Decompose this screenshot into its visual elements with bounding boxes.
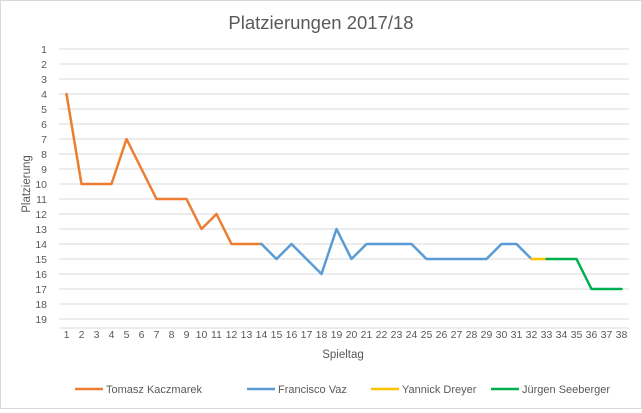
y-tick-label: 6 (41, 119, 47, 131)
x-tick-label: 16 (286, 329, 298, 341)
series-line-1 (65, 92, 263, 246)
y-tick-label: 14 (35, 239, 47, 251)
x-tick-label: 4 (109, 329, 115, 341)
x-tick-label: 21 (361, 329, 373, 341)
x-tick-label: 36 (586, 329, 598, 341)
x-tick-label: 13 (241, 329, 253, 341)
y-tick-label: 5 (41, 104, 47, 116)
gridlines (59, 48, 629, 329)
x-tick-label: 34 (556, 329, 568, 341)
y-tick-label: 19 (35, 314, 47, 326)
x-tick-label: 5 (124, 329, 130, 341)
x-tick-label: 24 (406, 329, 418, 341)
x-tick-label: 6 (139, 329, 145, 341)
y-tick-label: 3 (41, 74, 47, 86)
y-tick-label: 2 (41, 59, 47, 71)
y-axis-label: Platzierung (21, 155, 33, 213)
legend-entry: Francisco Vaz (278, 384, 347, 396)
y-tick-label: 7 (41, 134, 47, 146)
y-tick-label: 15 (35, 254, 47, 266)
x-tick-label: 3 (94, 329, 100, 341)
x-tick-label: 30 (496, 329, 508, 341)
y-tick-label: 9 (41, 164, 47, 176)
x-tick-label: 33 (541, 329, 553, 341)
legend-entry: Tomasz Kaczmarek (106, 384, 202, 396)
x-tick-label: 19 (331, 329, 343, 341)
x-tick-label: 27 (451, 329, 463, 341)
y-tick-label: 13 (35, 224, 47, 236)
legend-entry: Yannick Dreyer (402, 384, 477, 396)
x-tick-label: 7 (154, 329, 160, 341)
x-tick-label: 9 (184, 329, 190, 341)
x-tick-label: 2 (79, 329, 85, 341)
y-tick-label: 1 (41, 44, 47, 56)
x-tick-label: 25 (421, 329, 433, 341)
y-tick-label: 10 (35, 179, 47, 191)
legend-entry: Jürgen Seeberger (522, 384, 610, 396)
x-tick-label: 12 (226, 329, 238, 341)
series-line-2 (260, 227, 533, 276)
x-tick-label: 10 (196, 329, 208, 341)
x-tick-label: 22 (376, 329, 388, 341)
x-tick-label: 35 (571, 329, 583, 341)
y-tick-label: 18 (35, 299, 47, 311)
x-tick-label: 28 (466, 329, 478, 341)
y-tick-label: 11 (36, 194, 47, 206)
x-tick-label: 29 (481, 329, 493, 341)
y-tick-label: 4 (41, 89, 47, 101)
x-tick-label: 18 (316, 329, 328, 341)
series-line-4 (545, 257, 623, 291)
legend: Tomasz Kaczmarek Francisco Vaz Yannick Dre… (75, 384, 610, 396)
y-tick-label: 12 (35, 209, 47, 221)
x-tick-label: 1 (64, 329, 70, 341)
x-axis-label: Spieltag (322, 349, 364, 361)
x-tick-label: 37 (601, 329, 613, 341)
x-tick-label: 38 (616, 329, 628, 341)
x-tick-label: 8 (169, 329, 175, 341)
x-tick-label: 20 (346, 329, 358, 341)
y-tick-label: 17 (35, 284, 47, 296)
x-tick-label: 23 (391, 329, 403, 341)
chart-title: Platzierungen 2017/18 (228, 12, 413, 33)
x-tick-label: 31 (511, 329, 523, 341)
x-tick-label: 11 (211, 329, 222, 341)
x-tick-label: 26 (436, 329, 448, 341)
x-tick-label: 32 (526, 329, 538, 341)
x-tick-label: 14 (256, 329, 268, 341)
y-tick-label: 16 (35, 269, 47, 281)
x-tick-label: 17 (301, 329, 313, 341)
series-lines (65, 92, 623, 291)
x-tick-label: 15 (271, 329, 283, 341)
x-axis-ticks: 1 2 3 4 5 6 7 8 9 10 11 12 13 14 15 16 17 18 19 20 21 22 23 24 2… (64, 329, 628, 341)
y-tick-label: 8 (41, 149, 47, 161)
